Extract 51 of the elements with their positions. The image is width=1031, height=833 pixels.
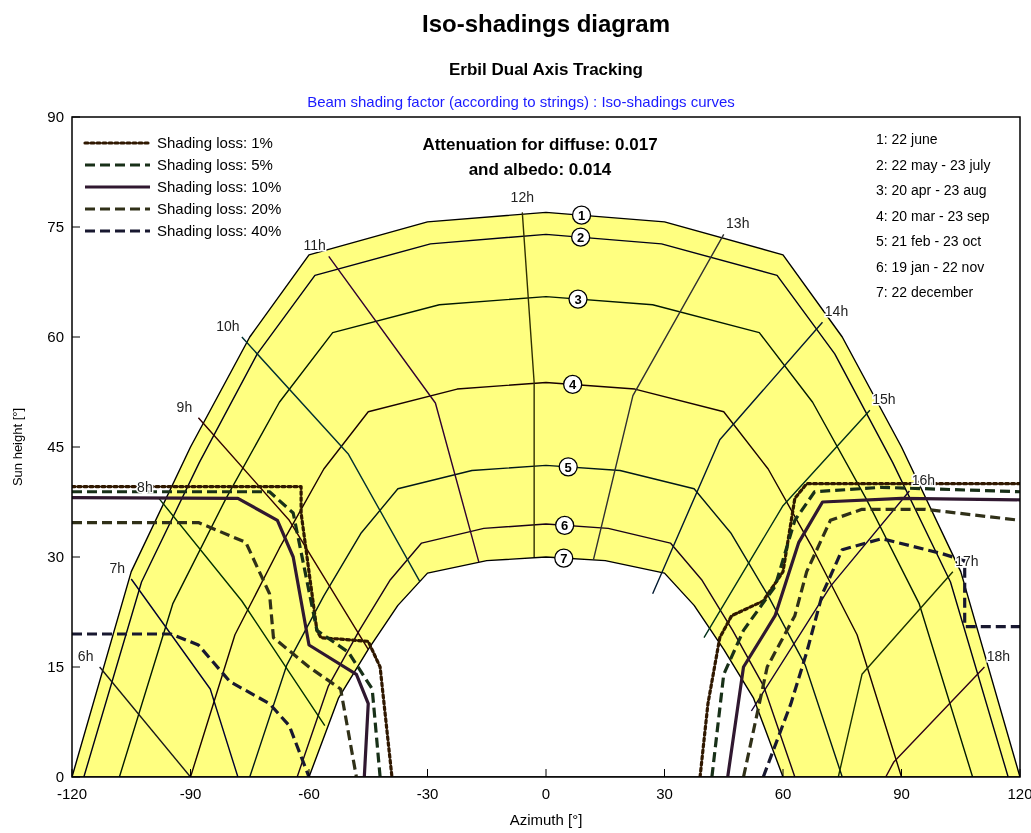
chart-title: Iso-shadings diagram <box>421 10 671 37</box>
y-tick-label: 15 <box>47 658 64 675</box>
series-label: 4 <box>569 377 578 393</box>
annotation: 5: 21 feb - 23 oct <box>876 233 982 249</box>
annotation: 7: 22 december <box>876 284 974 300</box>
y-tick-label: 90 <box>47 108 64 125</box>
x-tick-label: 0 <box>541 785 551 802</box>
legend-label: Shading loss: 5% <box>157 156 273 173</box>
y-tick-label: 30 <box>47 548 64 565</box>
annotation: 9h <box>176 398 193 415</box>
annotation: 14h <box>824 303 849 320</box>
text: Beam shading factor (according to strings) : Iso-shadings curves <box>307 93 735 110</box>
x-tick-label: 30 <box>656 785 673 802</box>
annotation: 12h <box>510 189 534 206</box>
series-label: 5 <box>564 459 572 475</box>
annotation: 8h <box>137 479 153 496</box>
chart-subtitle: Erbil Dual Axis Tracking <box>449 60 643 79</box>
annotation: 1: 22 june <box>876 131 938 147</box>
x-tick-label: 60 <box>774 785 792 802</box>
annotation: 13h <box>726 215 750 232</box>
annotation: 7h <box>109 560 126 576</box>
series-label: 6 <box>561 518 569 534</box>
x-tick-label: -60 <box>298 785 320 802</box>
y-axis-title: Sun height [°] <box>10 407 25 487</box>
series-label: 7 <box>560 551 568 567</box>
legend-label: Shading loss: 1% <box>157 134 273 151</box>
x-tick-label: -30 <box>416 785 439 802</box>
y-tick-label: 45 <box>47 438 64 455</box>
annotation: 3: 20 apr - 23 aug <box>876 182 987 198</box>
annotation: 18h <box>986 648 1011 664</box>
series-label: 1 <box>577 208 586 224</box>
y-tick-label: 75 <box>47 218 64 235</box>
annotation: 10h <box>216 318 240 334</box>
y-tick-label: 60 <box>47 328 64 345</box>
annotation: 4: 20 mar - 23 sep <box>876 207 990 224</box>
series-label: 3 <box>574 292 582 308</box>
x-tick-label: -120 <box>56 785 88 802</box>
legend-label: Shading loss: 40% <box>157 222 282 239</box>
annotation: 11h <box>303 237 326 254</box>
series-label: 2 <box>577 230 585 246</box>
annotation: Attenuation for diffuse: 0.017 <box>422 135 658 154</box>
annotation: 6h <box>77 648 94 664</box>
x-tick-label: -90 <box>179 785 202 802</box>
annotation: 2: 22 may - 23 july <box>876 156 991 173</box>
x-axis-title: Azimuth [°] <box>509 811 583 828</box>
annotation: and albedo: 0.014 <box>468 160 612 179</box>
legend-label: Shading loss: 10% <box>157 178 282 195</box>
annotation: 6: 19 jan - 22 nov <box>876 258 985 275</box>
y-tick-label: 0 <box>55 768 64 785</box>
x-tick-label: 90 <box>893 785 910 802</box>
legend-label: Shading loss: 20% <box>157 200 282 217</box>
